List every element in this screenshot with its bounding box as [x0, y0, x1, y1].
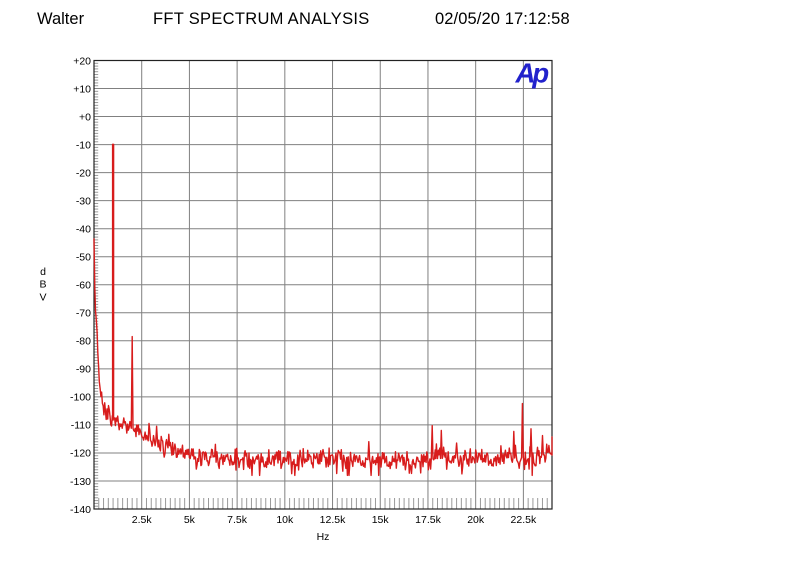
svg-text:+20: +20 [73, 55, 91, 67]
svg-text:Walter: Walter [37, 10, 85, 28]
svg-text:22.5k: 22.5k [511, 514, 537, 526]
svg-text:-90: -90 [76, 364, 91, 376]
svg-text:-10: -10 [76, 139, 91, 151]
svg-text:-60: -60 [76, 280, 91, 292]
svg-text:-120: -120 [70, 448, 91, 460]
svg-text:7.5k: 7.5k [227, 514, 248, 526]
svg-text:B: B [39, 279, 46, 291]
svg-text:Hz: Hz [317, 531, 330, 543]
svg-text:d: d [40, 266, 46, 278]
svg-text:-70: -70 [76, 308, 91, 320]
svg-text:V: V [39, 291, 46, 303]
svg-text:12.5k: 12.5k [320, 514, 346, 526]
svg-text:5k: 5k [184, 514, 196, 526]
svg-text:15k: 15k [372, 514, 390, 526]
svg-text:-40: -40 [76, 224, 91, 236]
svg-text:+10: +10 [73, 83, 91, 95]
svg-text:17.5k: 17.5k [415, 514, 441, 526]
svg-text:-130: -130 [70, 476, 91, 488]
svg-text:-100: -100 [70, 392, 91, 404]
svg-text:10k: 10k [276, 514, 294, 526]
svg-text:+0: +0 [79, 111, 91, 123]
svg-text:02/05/20 17:12:58: 02/05/20 17:12:58 [435, 10, 570, 28]
svg-text:-80: -80 [76, 336, 91, 348]
svg-text:-20: -20 [76, 167, 91, 179]
svg-text:-30: -30 [76, 196, 91, 208]
svg-text:20k: 20k [467, 514, 485, 526]
svg-text:-50: -50 [76, 252, 91, 264]
svg-text:2.5k: 2.5k [132, 514, 153, 526]
svg-text:FFT SPECTRUM ANALYSIS: FFT SPECTRUM ANALYSIS [153, 10, 370, 28]
svg-text:-110: -110 [71, 420, 91, 432]
svg-text:-140: -140 [70, 504, 91, 516]
svg-text:Ap: Ap [515, 57, 549, 88]
